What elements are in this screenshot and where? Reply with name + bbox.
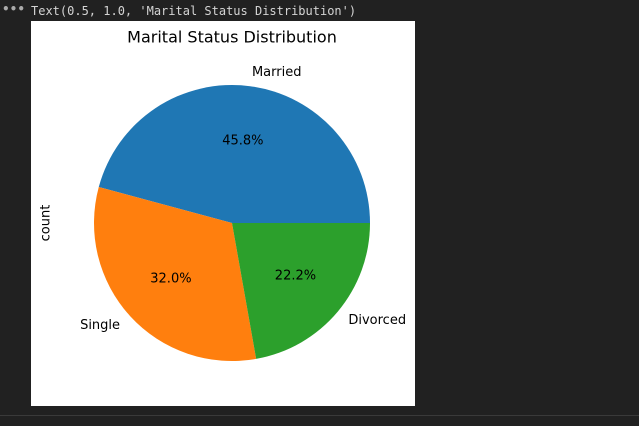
y-axis-label: count <box>39 205 54 242</box>
slice-label: Single <box>80 318 120 333</box>
percent-label: 32.0% <box>150 271 191 286</box>
output-text: Text(0.5, 1.0, 'Marital Status Distribut… <box>31 4 357 18</box>
percent-label: 45.8% <box>222 133 263 148</box>
pie-slice <box>98 85 370 223</box>
output-menu-icon[interactable]: ••• <box>2 2 26 16</box>
percent-label: 22.2% <box>275 269 316 284</box>
pie-slice <box>232 223 370 359</box>
slice-label: Divorced <box>348 313 406 328</box>
pie-slice <box>94 187 257 361</box>
chart-title: Marital Status Distribution <box>127 28 337 47</box>
slice-label: Married <box>252 65 302 80</box>
